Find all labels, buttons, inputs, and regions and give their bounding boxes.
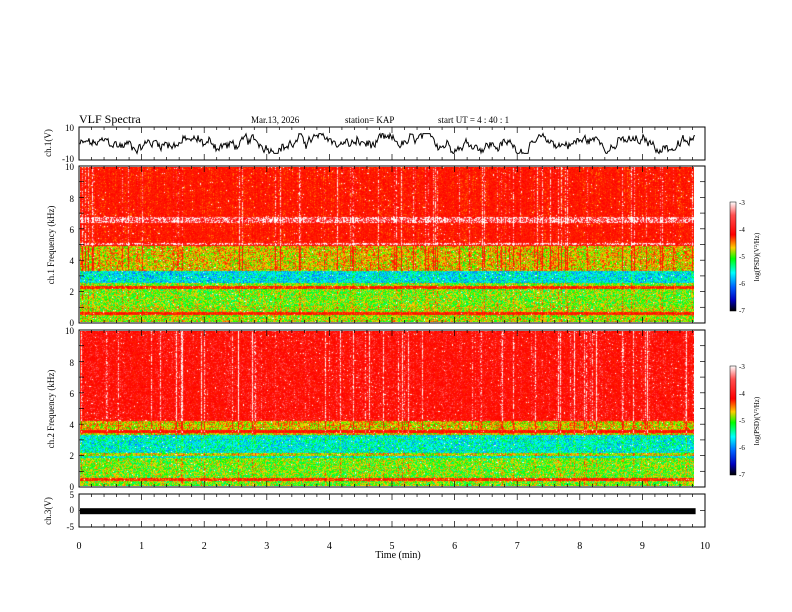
ch2-spec-ytick-0: 0 [70, 482, 75, 492]
ch3-panel: 5 0 -5 ch.3(V) [43, 490, 706, 532]
station-label: station= KAP [345, 115, 394, 125]
x-axis: 0 1 2 3 4 5 6 7 8 9 10 Time (min) [77, 541, 711, 561]
colorbar-ch1-tick-3: -3 [739, 199, 745, 207]
colorbar-ch2-tick-4: -4 [739, 390, 745, 398]
ch1-spec-ylabel: ch.1 Frequency (kHz) [46, 206, 56, 285]
colorbar-ch2-tick-5: -5 [739, 417, 745, 425]
ch3-trace [80, 508, 696, 515]
ch2-spectrogram-panel: 10 8 6 4 2 0 ch.2 Frequency (kHz) [46, 326, 706, 492]
ch3-ytick-minus5: -5 [67, 522, 75, 532]
ch2-spectrogram-ticks [78, 329, 706, 488]
ch1-spec-ytick-8: 8 [70, 194, 75, 204]
colorbar-ch1-tick-5: -5 [739, 253, 745, 261]
ch1-spec-ytick-6: 6 [70, 225, 75, 235]
ch1-ytick-bottom: -10 [62, 154, 74, 164]
xtick-7: 7 [515, 541, 520, 552]
colorbar-ch2-label: log(PSD)(V²/Hz) [753, 396, 761, 445]
ch3-ytick-0: 0 [70, 505, 75, 515]
start-time-label: start UT = 4 : 40 : 1 [438, 115, 509, 125]
colorbar-ch1-tick-4: -4 [739, 226, 745, 234]
ch3-ticks [78, 494, 706, 527]
colorbar-ch1-tick-6: -6 [739, 280, 745, 288]
ch2-spec-ytick-2: 2 [70, 451, 75, 461]
ch1-spec-ytick-4: 4 [70, 256, 75, 266]
ch1-spec-ytick-0: 0 [70, 318, 75, 328]
ch2-spec-ylabel: ch.2 Frequency (kHz) [46, 370, 56, 449]
ch1-spectrogram-panel: 10 8 6 4 2 0 ch.1 Frequency (kHz) [46, 162, 706, 328]
date-label: Mar.13, 2026 [251, 115, 300, 125]
ch1-waveform [79, 131, 696, 155]
ch1-ylabel: ch.1(V) [43, 129, 53, 157]
colorbar-ch1-tick-7: -7 [739, 307, 745, 315]
xtick-3: 3 [264, 541, 269, 552]
ch1-spectrogram-image [80, 167, 694, 322]
ch1-ytick-top: 10 [65, 123, 75, 133]
colorbar-ch2-tick-7: -7 [739, 471, 745, 479]
ch3-ylabel: ch.3(V) [43, 497, 53, 525]
figure-title: VLF Spectra [79, 112, 141, 126]
xtick-5: 5 [390, 541, 395, 552]
ch2-spec-ytick-8: 8 [70, 358, 75, 368]
xtick-6: 6 [452, 541, 457, 552]
ch1-spec-ytick-10: 10 [65, 162, 75, 172]
xtick-4: 4 [327, 541, 332, 552]
colorbar-ch1: -3 -4 -5 -6 -7 log(PSD)(V²/Hz) [729, 199, 761, 315]
ch2-spec-ytick-10: 10 [65, 326, 75, 336]
ch2-spec-ytick-6: 6 [70, 389, 75, 399]
ch1-spec-ytick-2: 2 [70, 287, 75, 297]
colorbar-ch1-scale [729, 201, 737, 312]
ch1-spectrogram-ticks [78, 165, 706, 324]
ch2-spec-ytick-4: 4 [70, 420, 75, 430]
xtick-10: 10 [700, 541, 710, 552]
xtick-0: 0 [77, 541, 82, 552]
colorbar-ch2-tick-3: -3 [739, 363, 745, 371]
xtick-8: 8 [577, 541, 582, 552]
xtick-1: 1 [139, 541, 144, 552]
x-axis-label: Time (min) [375, 550, 420, 561]
xtick-2: 2 [202, 541, 207, 552]
colorbar-ch1-label: log(PSD)(V²/Hz) [753, 232, 761, 281]
ch3-ytick-5: 5 [70, 490, 75, 500]
colorbar-ch2-tick-6: -6 [739, 444, 745, 452]
ch2-spectrogram-image [80, 331, 694, 486]
ch1-panel: 10 -10 ch.1(V) [43, 123, 706, 164]
ch1-ticks [78, 127, 706, 160]
colorbar-ch2: -3 -4 -5 -6 -7 log(PSD)(V²/Hz) [729, 363, 761, 479]
colorbar-ch2-scale [729, 365, 737, 476]
xtick-9: 9 [640, 541, 645, 552]
